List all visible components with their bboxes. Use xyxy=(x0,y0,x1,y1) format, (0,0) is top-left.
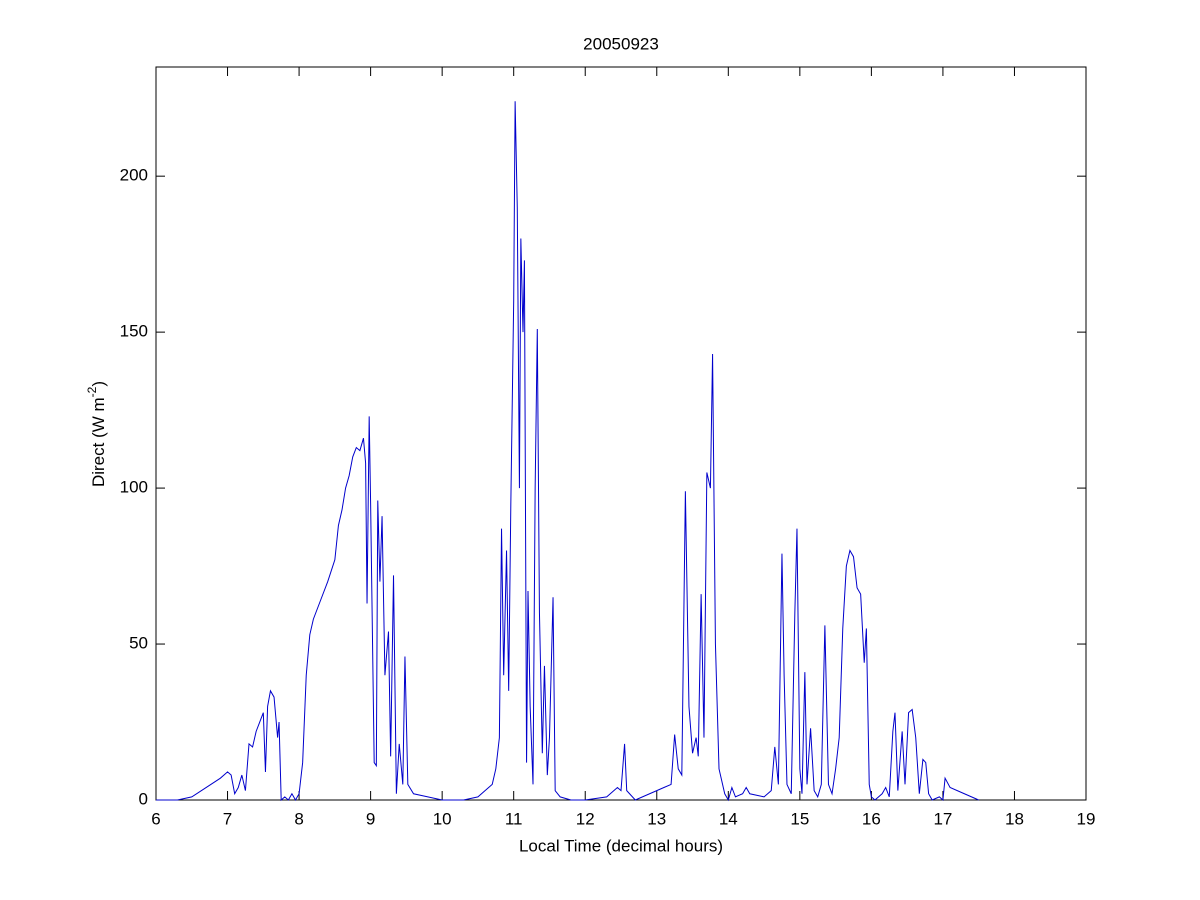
y-tick-label: 200 xyxy=(120,166,148,185)
x-tick-label: 15 xyxy=(790,809,809,828)
x-tick-label: 6 xyxy=(151,809,160,828)
y-label-main: Direct (W m xyxy=(89,397,108,487)
y-tick-label: 150 xyxy=(120,322,148,341)
x-tick-label: 17 xyxy=(933,809,952,828)
x-tick-label: 19 xyxy=(1077,809,1096,828)
x-tick-label: 11 xyxy=(505,809,523,828)
x-tick-label: 7 xyxy=(223,809,232,828)
y-tick-label: 0 xyxy=(139,789,148,808)
x-tick-label: 8 xyxy=(294,809,303,828)
y-label-end: ) xyxy=(89,381,108,387)
x-axis-label: Local Time (decimal hours) xyxy=(519,836,723,855)
x-tick-label: 13 xyxy=(647,809,666,828)
y-label-exponent: -2 xyxy=(85,386,99,397)
x-tick-label: 14 xyxy=(719,809,738,828)
x-tick-label: 9 xyxy=(366,809,375,828)
x-tick-label: 12 xyxy=(576,809,595,828)
y-tick-label: 50 xyxy=(129,634,148,653)
x-tick-label: 18 xyxy=(1005,809,1024,828)
x-tick-label: 16 xyxy=(862,809,881,828)
x-tick-label: 10 xyxy=(433,809,452,828)
data-line xyxy=(156,101,979,802)
y-axis-label: Direct (W m-2) xyxy=(85,381,108,487)
chart-title: 20050923 xyxy=(583,34,659,53)
plot-frame xyxy=(155,66,1087,801)
y-tick-label: 100 xyxy=(120,478,148,497)
